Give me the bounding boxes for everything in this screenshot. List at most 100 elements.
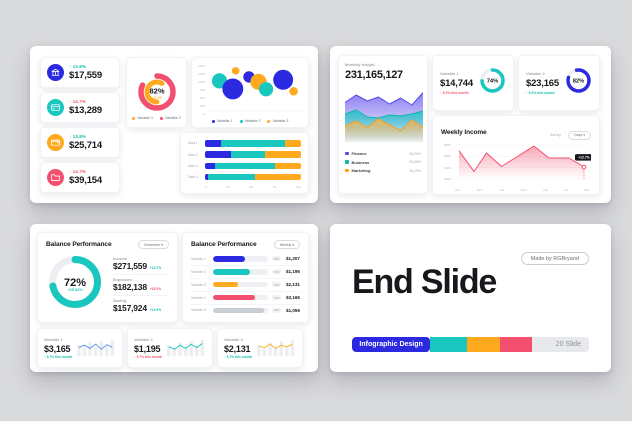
- bar-segment: [284, 140, 301, 147]
- legend-item: Variable 3: [267, 119, 288, 123]
- stat-card-1: ↑ 13.8% $17,559: [40, 57, 120, 88]
- stat-value: $25,714: [69, 140, 102, 151]
- wallet-icon: [47, 134, 64, 151]
- bar-segment: [265, 151, 301, 158]
- bar-segment: [207, 173, 255, 181]
- y-axis: 1500 1250 1000 750 500 250 0: [198, 64, 205, 116]
- sort-by-label: Sort by: [550, 133, 561, 137]
- layered-area-chart: [344, 84, 424, 147]
- bar-track: [205, 162, 301, 169]
- footer-progress-bar: Infographic Design 20 Slide: [352, 337, 589, 352]
- bar-fill: [213, 281, 239, 288]
- bar-fill: [213, 294, 255, 301]
- trend-text: ↑ 13.8%: [69, 134, 86, 139]
- credit-card-icon: [47, 99, 64, 116]
- weekly-income-chart: $800 $600 $400 $200 +12.7% Sun Mon Tue Wed Thu Fri…: [441, 141, 591, 192]
- weekly-dropdown[interactable]: Weekly ▾: [273, 240, 300, 249]
- slide-3-dashboard[interactable]: Balance Performance December ▾ 72% +25.32…: [30, 224, 318, 372]
- balance-stats: Income $271,559 +14.7% Expenses $182,138…: [104, 254, 169, 316]
- legend-item: Variable 2: [160, 116, 181, 120]
- weekly-income-card: Weekly Income Sort by Days ▾ $800 $600 $40…: [432, 115, 600, 195]
- stat-value: $14,744: [440, 78, 473, 89]
- stat-value: $13,289: [69, 105, 102, 116]
- card-title: Balance Performance: [191, 241, 257, 248]
- legend-dot: [160, 116, 163, 120]
- slide-count-segment: 20 Slide: [532, 337, 589, 352]
- bar-track: [205, 140, 301, 147]
- bar-segment-pink: [500, 337, 533, 352]
- legend-dot: [132, 116, 136, 120]
- legend-item: Variable 1: [132, 116, 153, 120]
- bar-fill: [213, 269, 251, 275]
- stat-label: Variable 2: [526, 71, 545, 76]
- svg-text:+12.7%: +12.7%: [578, 156, 590, 160]
- horizontal-bars-chart: Variable 1 58% $1,207 Variable 2 67% $1,195 Va…: [191, 253, 300, 316]
- trend-text: ↑ 5.2% this month: [526, 91, 555, 95]
- bar-segment-orange: [466, 337, 501, 352]
- trend-text: ↓ 5.2% this month: [440, 91, 469, 95]
- bank-icon: [47, 64, 64, 81]
- stacked-bar-chart: Data 1 Data 2 Data 3 Data 4 0 25 50 75 100: [181, 133, 308, 193]
- variable-1-card: Variable 1 $14,744 ↓ 5.2% this month 74%: [432, 55, 514, 111]
- legend-dot: [211, 119, 215, 123]
- area-chart-legend: Finance 38,20% Business 25,45% Marketing 33,1…: [345, 151, 421, 173]
- svg-text:74%: 74%: [487, 79, 499, 85]
- svg-text:+12.5%: +12.5%: [151, 96, 162, 100]
- bar-row: Data 2: [188, 151, 301, 158]
- trend-text: ↓ 14.7%: [69, 169, 86, 174]
- december-dropdown[interactable]: December ▾: [138, 240, 169, 249]
- bar-segment: [214, 162, 276, 169]
- balance-donut-chart: 72% +25.32%: [46, 253, 104, 316]
- stat-card-2: ↓ 14.7% $13,289: [40, 92, 120, 123]
- svg-text:82%: 82%: [149, 87, 164, 96]
- svg-text:72%: 72%: [64, 277, 86, 289]
- legend-item: Variable 1: [211, 119, 233, 123]
- bar-row: Data 4: [188, 173, 301, 181]
- bar-track: [205, 151, 301, 158]
- made-by-badge: Made by RGBryand: [520, 252, 589, 265]
- donut-legend: Variable 1 Variable 2: [132, 116, 181, 120]
- bar-segment: [205, 140, 222, 147]
- bar-track: [213, 294, 269, 301]
- bar-track: [213, 269, 269, 275]
- bar-segment-teal: [430, 337, 467, 352]
- stacked-bar-card: Data 1 Data 2 Data 3 Data 4 0 25 50 75 100: [180, 132, 309, 194]
- stat-card-4: ↓ 14.7% $39,154: [40, 162, 120, 193]
- sparkline-chart: [166, 334, 206, 363]
- slide-1-dashboard[interactable]: ↑ 13.8% $17,559 ↓ 14.7% $13,289 ↑ 13.8% …: [30, 46, 318, 203]
- mini-stat-card-1: Variable 1 $3,165 ↑ 5.7% this month: [37, 328, 123, 368]
- donut-chart: 82% +12.5% Variable 1 Variable 2: [127, 58, 186, 127]
- bubble-chart-card: 1500 1250 1000 750 500 250 0 Variable 1 Variable…: [191, 57, 309, 128]
- legend-item: Business 25,45%: [345, 160, 421, 165]
- saving-stat: Saving $157,924 +14.9%: [113, 298, 162, 313]
- bar-row: Variable 1 58% $1,207: [191, 253, 300, 266]
- stat-value: $39,154: [69, 175, 102, 186]
- stat-label: Variable 1: [440, 71, 459, 76]
- legend-item: Finance 38,20%: [345, 151, 421, 156]
- bar-segment: [254, 173, 301, 181]
- bar-fill: [213, 256, 246, 262]
- bubble-plot-row: 1500 1250 1000 750 500 250 0: [197, 63, 303, 117]
- legend-dot: [345, 168, 349, 173]
- bar-segment: [230, 151, 266, 158]
- days-dropdown[interactable]: Days ▾: [568, 130, 591, 140]
- expenses-stat: Expenses $182,138 +25.3%: [113, 275, 169, 296]
- variable-2-card: Variable 2 $23,165 ↑ 5.2% this month 82%: [518, 55, 600, 111]
- legend-dot: [267, 119, 271, 123]
- legend-item: Marketing 33,19%: [345, 168, 421, 173]
- slide-4-end[interactable]: End Slide Made by RGBryand Infographic D…: [330, 224, 611, 372]
- monthly-insight-card: Monthly Insight 231,165,127 Finance 38,20…: [338, 55, 428, 194]
- end-slide-title: End Slide: [352, 262, 497, 301]
- slide-2-dashboard[interactable]: Monthly Insight 231,165,127 Finance 38,20…: [330, 46, 611, 203]
- insight-value: 231,165,127: [345, 69, 403, 81]
- gauge-chart: 82%: [565, 67, 592, 99]
- bar-segment: [205, 173, 208, 181]
- bar-fill: [213, 307, 264, 314]
- stat-value: $17,559: [69, 70, 102, 81]
- stat-value: $23,165: [526, 78, 559, 89]
- bar-row: Data 1: [188, 140, 301, 147]
- bar-segment: [275, 162, 301, 169]
- bar-segment: [205, 151, 231, 158]
- bubble-legend: Variable 1 Variable 2 Variable 3: [197, 119, 303, 123]
